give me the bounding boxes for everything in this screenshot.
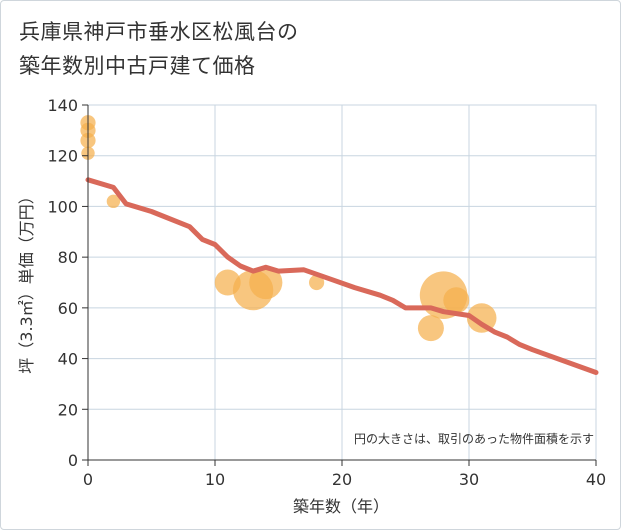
- chart-title: 兵庫県神戸市垂水区松風台の 築年数別中古戸建て価格: [19, 15, 299, 83]
- y-tick-label: 60: [58, 299, 78, 318]
- data-bubble: [249, 265, 283, 300]
- chart-title-line-1: 兵庫県神戸市垂水区松風台の: [19, 20, 299, 44]
- trend-line: [85, 177, 599, 375]
- data-bubble: [106, 194, 121, 209]
- data-bubble: [466, 303, 497, 333]
- y-tick-label: 140: [47, 96, 78, 115]
- x-tick-label: 30: [459, 470, 479, 489]
- x-tick-label: 40: [586, 470, 606, 489]
- y-tick-label: 80: [58, 248, 78, 267]
- x-tick-label: 0: [83, 470, 93, 489]
- grid: [87, 104, 597, 461]
- trend-line-group: [85, 177, 599, 375]
- y-tick-label: 20: [58, 400, 78, 419]
- y-tick-label: 120: [47, 147, 78, 166]
- data-bubble: [443, 287, 470, 314]
- y-tick-label: 40: [58, 350, 78, 369]
- y-tick-label: 0: [68, 451, 78, 470]
- data-bubble: [417, 315, 444, 342]
- axes: 0 10 20 30 40 0 20 40 60 80 100 120 140: [47, 96, 606, 489]
- chart-title-line-2: 築年数別中古戸建て価格: [19, 54, 256, 78]
- bubbles: [80, 115, 497, 342]
- x-axis-label: 築年数（年）: [293, 497, 389, 516]
- size-note: 円の大きさは、取引のあった物件面積を示す: [354, 431, 594, 446]
- x-tick-label: 10: [205, 470, 225, 489]
- x-tick-label: 20: [332, 470, 352, 489]
- y-axis-label: 坪（3.3㎡）単価（万円）: [17, 188, 36, 373]
- y-tick-label: 100: [47, 197, 78, 216]
- data-bubble: [309, 274, 325, 291]
